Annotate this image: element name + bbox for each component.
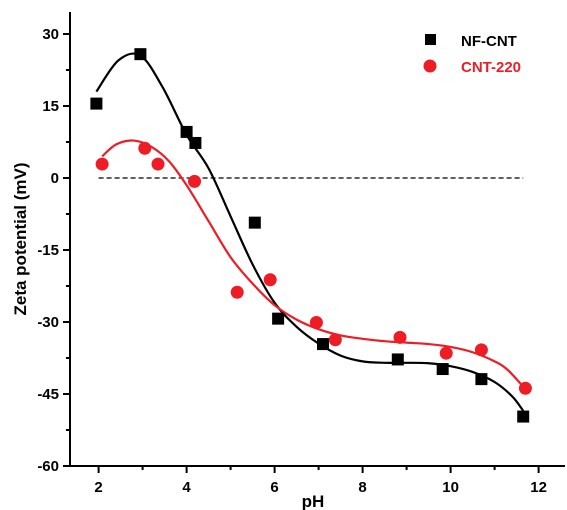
y-tick-label: -60: [37, 458, 59, 475]
y-tick-label: 30: [42, 26, 59, 43]
plot-frame: [69, 12, 565, 467]
x-axis-title: pH: [302, 492, 325, 510]
data-point-nf-cnt: [475, 373, 488, 386]
data-point-cnt-220: [138, 141, 152, 155]
y-axis-title: Zeta potential (mV): [11, 162, 30, 315]
data-point-cnt-220: [439, 346, 453, 360]
data-point-cnt-220: [309, 315, 323, 329]
y-tick-label: 15: [42, 98, 59, 115]
data-point-cnt-220: [95, 157, 109, 171]
x-tick-label: 6: [270, 479, 278, 496]
data-points: [90, 48, 532, 423]
data-point-cnt-220: [230, 285, 244, 299]
fit-curve-nf-cnt: [95, 52, 525, 412]
y-tick-label: -15: [37, 242, 59, 259]
data-point-nf-cnt: [436, 363, 449, 376]
axis-ticks: 30 15 0 -15 -30 -45 -60 2 4 6 8 10 12: [37, 26, 547, 496]
data-point-cnt-220: [474, 343, 488, 357]
x-tick-label: 12: [530, 479, 547, 496]
fit-curves: [95, 52, 527, 412]
data-point-nf-cnt: [391, 353, 404, 366]
fit-curve-cnt-220: [101, 139, 527, 390]
data-point-nf-cnt: [134, 48, 147, 61]
data-point-cnt-220: [518, 381, 532, 395]
data-point-nf-cnt: [317, 338, 329, 351]
x-tick-label: 2: [94, 479, 102, 496]
data-point-nf-cnt: [189, 136, 202, 149]
x-tick-label: 10: [442, 479, 459, 496]
data-point-cnt-220: [188, 174, 202, 188]
legend-marker-cnt-220: [423, 59, 437, 73]
data-point-cnt-220: [328, 333, 342, 347]
data-point-cnt-220: [263, 273, 277, 287]
y-tick-label: 0: [51, 170, 59, 187]
data-point-nf-cnt: [180, 125, 193, 138]
data-point-cnt-220: [151, 157, 165, 171]
x-tick-label: 4: [182, 479, 191, 496]
data-point-cnt-220: [393, 330, 407, 344]
legend-label-nf-cnt: NF-CNT: [461, 33, 517, 50]
x-tick-label: 8: [358, 479, 366, 496]
legend-label-cnt-220: CNT-220: [461, 59, 521, 76]
y-tick-label: -30: [37, 314, 59, 331]
data-point-nf-cnt: [248, 216, 261, 229]
data-point-nf-cnt: [90, 97, 103, 110]
legend-marker-nf-cnt: [425, 34, 436, 45]
data-point-nf-cnt: [272, 312, 285, 325]
legend: NF-CNT CNT-220: [423, 33, 521, 76]
y-tick-label: -45: [37, 386, 59, 403]
data-point-nf-cnt: [517, 410, 530, 423]
